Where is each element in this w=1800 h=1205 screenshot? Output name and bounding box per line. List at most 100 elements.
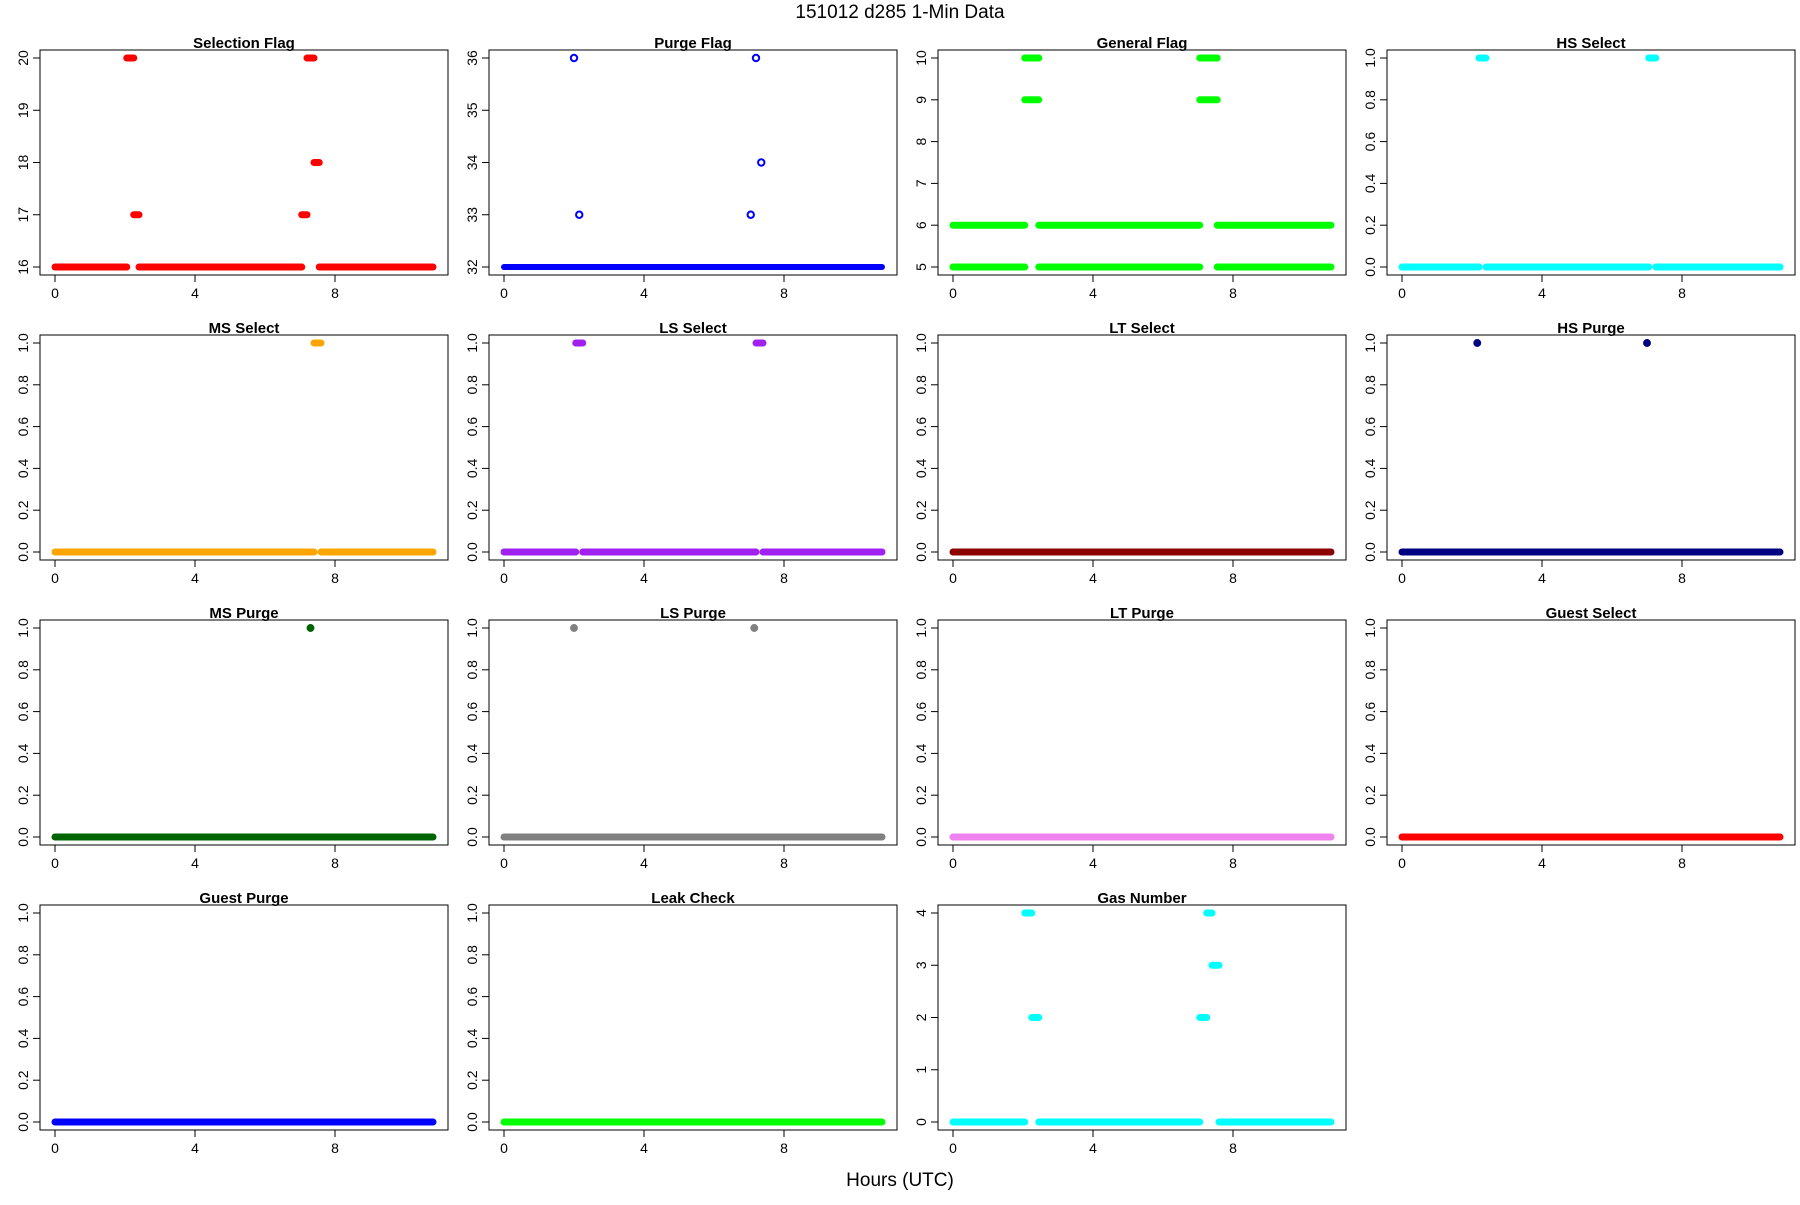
y-tick-label: 1.0	[913, 618, 929, 638]
y-tick-label: 0.6	[1362, 417, 1378, 437]
data-point	[575, 210, 584, 219]
panel-frame	[1386, 49, 1796, 276]
y-tick-label: 0.0	[1362, 257, 1378, 277]
panel-title: General Flag	[1097, 35, 1188, 52]
y-tick-label: 0.6	[15, 702, 31, 722]
data-point	[757, 158, 766, 167]
x-tick-label: 0	[500, 1140, 508, 1156]
panel-frame	[937, 904, 1347, 1131]
y-tick-label: 1.0	[464, 333, 480, 353]
panel-frame	[39, 49, 449, 276]
data-point	[1473, 339, 1482, 347]
x-tick-label: 0	[949, 570, 957, 586]
x-tick-label: 4	[1538, 285, 1546, 301]
y-tick-label: 0.8	[15, 660, 31, 680]
y-tick-label: 0.8	[464, 660, 480, 680]
x-tick-label: 8	[331, 285, 339, 301]
y-tick-label: 0.8	[464, 375, 480, 395]
y-tick-label: 0.2	[464, 785, 480, 805]
y-tick-label: 0.0	[15, 827, 31, 847]
panel-7: LT Select 0 4 8 0.0 0.2 0.4 0.6 0.8 1.0	[913, 320, 1347, 586]
y-tick-label: 0.0	[464, 542, 480, 562]
y-tick-label: 5	[913, 263, 929, 271]
x-tick-label: 8	[331, 855, 339, 871]
x-tick-label: 0	[500, 570, 508, 586]
panel-1: Selection Flag 0 4 8 16 17 18 19 20	[15, 35, 449, 301]
data-point	[569, 53, 579, 63]
y-tick-label: 0.6	[913, 702, 929, 722]
x-tick-label: 8	[1229, 285, 1237, 301]
panel-15: Gas Number 0 4 8 0 1 2 3 4	[913, 890, 1347, 1156]
figure-title: 151012 d285 1-Min Data	[795, 2, 1005, 23]
x-tick-label: 8	[331, 570, 339, 586]
x-tick-label: 4	[191, 1140, 199, 1156]
panel-title: LS Select	[659, 320, 727, 337]
y-tick-label: 0.2	[1362, 500, 1378, 520]
panel-9: MS Purge 0 4 8 0.0 0.2 0.4 0.6 0.8 1.0	[15, 605, 449, 871]
y-tick-label: 7	[913, 179, 929, 187]
x-tick-label: 4	[191, 855, 199, 871]
data-point	[1643, 339, 1651, 347]
y-tick-label: 18	[15, 155, 31, 171]
y-tick-label: 0.0	[15, 1112, 31, 1132]
panel-5: MS Select 0 4 8 0.0 0.2 0.4 0.6 0.8 1.0	[15, 320, 449, 586]
x-tick-label: 8	[780, 570, 788, 586]
panel-title: Purge Flag	[654, 35, 732, 52]
x-tick-label: 0	[1398, 285, 1406, 301]
x-tick-label: 4	[1089, 855, 1097, 871]
panel-14: Leak Check 0 4 8 0.0 0.2 0.4 0.6 0.8 1.0	[464, 890, 898, 1156]
y-tick-label: 0.4	[15, 743, 31, 763]
y-tick-label: 0.2	[464, 500, 480, 520]
x-tick-label: 8	[331, 1140, 339, 1156]
y-tick-label: 1.0	[1362, 618, 1378, 638]
panel-title: LS Purge	[660, 605, 726, 622]
y-tick-label: 0.2	[464, 1070, 480, 1090]
x-tick-label: 4	[1089, 1140, 1097, 1156]
panel-frame	[488, 49, 898, 276]
panel-10: LS Purge 0 4 8 0.0 0.2 0.4 0.6 0.8 1.0	[464, 605, 898, 871]
y-tick-label: 0.8	[15, 945, 31, 965]
x-axis-label: Hours (UTC)	[846, 1170, 954, 1191]
y-tick-label: 0.0	[1362, 542, 1378, 562]
y-tick-label: 35	[464, 102, 480, 118]
y-tick-label: 6	[913, 221, 929, 229]
y-tick-label: 1.0	[464, 618, 480, 638]
panel-frame	[1386, 619, 1796, 846]
panel-title: HS Select	[1556, 35, 1625, 52]
y-tick-label: 1	[913, 1066, 929, 1074]
y-tick-label: 0.8	[15, 375, 31, 395]
data-point	[746, 210, 755, 219]
y-tick-label: 0.2	[15, 500, 31, 520]
panel-title: LT Select	[1109, 320, 1175, 337]
y-tick-label: 0.2	[15, 785, 31, 805]
y-tick-label: 0.4	[464, 458, 480, 478]
panel-4: HS Select 0 4 8 0.0 0.2 0.4 0.6 0.8 1.0	[1362, 35, 1796, 301]
panel-frame	[39, 334, 449, 561]
x-tick-label: 4	[1089, 285, 1097, 301]
x-tick-label: 0	[1398, 570, 1406, 586]
x-tick-label: 8	[1678, 285, 1686, 301]
x-tick-label: 8	[1229, 1140, 1237, 1156]
y-tick-label: 0.4	[913, 743, 929, 763]
y-tick-label: 0.8	[1362, 90, 1378, 110]
y-tick-label: 36	[464, 50, 480, 66]
y-tick-label: 0.2	[1362, 215, 1378, 235]
x-tick-label: 8	[780, 855, 788, 871]
y-tick-label: 1.0	[464, 903, 480, 923]
y-tick-label: 17	[15, 207, 31, 223]
y-tick-label: 0.4	[913, 458, 929, 478]
y-tick-label: 0.0	[913, 542, 929, 562]
panel-title: Leak Check	[651, 890, 735, 907]
data-point	[750, 624, 759, 632]
y-tick-label: 0.8	[1362, 375, 1378, 395]
y-tick-label: 1.0	[15, 903, 31, 923]
panel-title: MS Purge	[209, 605, 278, 622]
y-tick-label: 32	[464, 259, 480, 275]
y-tick-label: 0.4	[1362, 458, 1378, 478]
y-tick-label: 0.8	[1362, 660, 1378, 680]
y-tick-label: 0.6	[913, 417, 929, 437]
y-tick-label: 0.6	[1362, 132, 1378, 152]
y-tick-label: 20	[15, 50, 31, 66]
